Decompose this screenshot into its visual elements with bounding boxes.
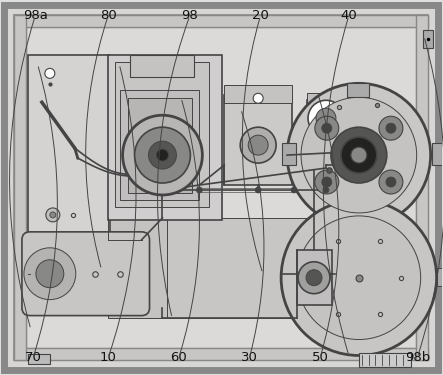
Circle shape xyxy=(386,123,396,133)
Circle shape xyxy=(316,108,336,128)
Circle shape xyxy=(379,170,403,194)
Bar xyxy=(307,93,345,108)
Bar xyxy=(130,56,194,77)
Circle shape xyxy=(351,147,367,163)
Circle shape xyxy=(323,187,329,193)
Bar xyxy=(224,86,292,103)
Bar xyxy=(307,100,345,168)
Circle shape xyxy=(281,200,437,356)
Circle shape xyxy=(36,260,64,288)
Text: 98: 98 xyxy=(182,9,198,22)
Bar xyxy=(431,143,442,165)
Bar xyxy=(224,95,292,185)
Bar xyxy=(108,56,222,220)
Circle shape xyxy=(287,83,431,227)
FancyBboxPatch shape xyxy=(22,232,150,316)
Text: 98a: 98a xyxy=(23,9,48,22)
Circle shape xyxy=(253,93,263,103)
Circle shape xyxy=(50,212,56,218)
Circle shape xyxy=(255,187,261,193)
Circle shape xyxy=(248,135,268,155)
Text: 20: 20 xyxy=(252,9,269,22)
Text: 50: 50 xyxy=(312,351,329,364)
Bar xyxy=(26,27,416,348)
Bar xyxy=(108,218,337,318)
Bar xyxy=(297,250,332,304)
Circle shape xyxy=(24,248,76,300)
Circle shape xyxy=(297,216,421,339)
Circle shape xyxy=(240,127,276,163)
Bar xyxy=(120,90,199,200)
Bar xyxy=(115,62,210,207)
Circle shape xyxy=(322,123,332,133)
Circle shape xyxy=(298,262,330,294)
Bar xyxy=(14,348,427,360)
Circle shape xyxy=(315,116,339,140)
Text: 10: 10 xyxy=(100,351,117,364)
Text: 40: 40 xyxy=(341,9,357,22)
Circle shape xyxy=(306,270,322,286)
Bar xyxy=(108,218,167,318)
Bar xyxy=(282,143,296,165)
Circle shape xyxy=(46,208,60,222)
Bar xyxy=(359,354,411,368)
Bar xyxy=(347,224,369,234)
Text: 80: 80 xyxy=(100,9,117,22)
Circle shape xyxy=(123,115,202,195)
Text: 70: 70 xyxy=(25,351,42,364)
Circle shape xyxy=(331,127,387,183)
Circle shape xyxy=(45,68,55,78)
Bar xyxy=(28,56,110,255)
Text: 30: 30 xyxy=(241,351,258,364)
Bar xyxy=(312,155,340,170)
Circle shape xyxy=(341,137,377,173)
Bar xyxy=(128,98,192,193)
Text: 60: 60 xyxy=(171,351,187,364)
Circle shape xyxy=(196,187,202,193)
Circle shape xyxy=(301,97,417,213)
Circle shape xyxy=(386,177,396,187)
Bar xyxy=(14,15,427,27)
Circle shape xyxy=(135,127,190,183)
Bar xyxy=(28,354,50,364)
Bar xyxy=(347,83,369,97)
Circle shape xyxy=(148,141,176,169)
Circle shape xyxy=(308,100,344,136)
Bar xyxy=(423,30,433,48)
Circle shape xyxy=(315,170,339,194)
Circle shape xyxy=(322,177,332,187)
Circle shape xyxy=(379,116,403,140)
Bar xyxy=(437,268,443,286)
Circle shape xyxy=(291,187,297,193)
Bar xyxy=(416,15,427,360)
Text: 98b: 98b xyxy=(405,351,430,364)
Bar xyxy=(14,15,26,360)
Circle shape xyxy=(156,149,168,161)
